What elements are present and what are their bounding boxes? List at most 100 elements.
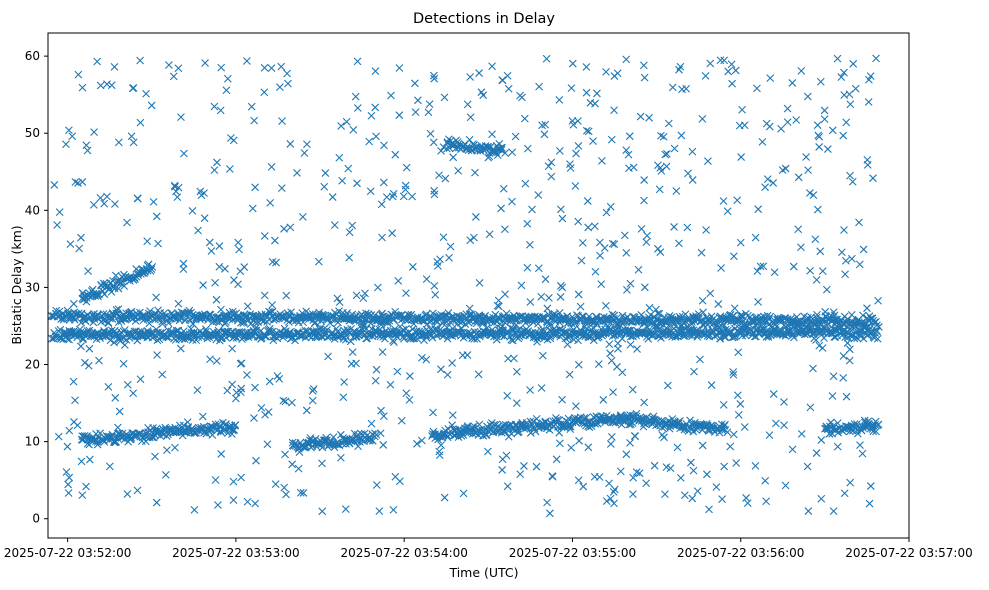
clutter-point: [454, 143, 463, 152]
clutter-point: [855, 218, 863, 227]
clutter-point: [251, 383, 259, 392]
clutter-point: [512, 399, 521, 407]
clutter-point: [753, 267, 762, 275]
clutter-point: [501, 149, 510, 157]
clutter-point: [422, 275, 431, 284]
clutter-point: [657, 131, 665, 140]
clutter-point: [623, 286, 631, 294]
clutter-point: [96, 81, 105, 90]
clutter-point: [265, 377, 274, 386]
clutter-point: [250, 116, 259, 125]
clutter-point: [215, 262, 224, 271]
clutter-point: [753, 315, 762, 324]
clutter-point: [845, 345, 854, 354]
clutter-point: [399, 192, 408, 201]
clutter-point: [682, 84, 691, 93]
clutter-point: [299, 489, 308, 497]
clutter-point: [501, 290, 509, 299]
clutter-point: [65, 335, 73, 344]
clutter-point: [179, 265, 188, 274]
clutter-point: [720, 56, 729, 65]
clutter-point: [467, 331, 476, 339]
clutter-point: [508, 197, 516, 206]
clutter-point: [605, 479, 613, 488]
track-2-point: [144, 260, 153, 269]
clutter-point: [629, 163, 638, 172]
clutter-point: [223, 74, 232, 83]
track-8-point: [864, 419, 873, 428]
x-tick-label: 2025-07-22 03:56:00: [677, 546, 804, 560]
clutter-point: [610, 499, 618, 508]
clutter-point: [215, 242, 224, 250]
clutter-point: [267, 163, 276, 171]
clutter-point: [512, 421, 521, 430]
clutter-point: [263, 440, 272, 449]
clutter-point: [559, 315, 568, 323]
clutter-point: [324, 352, 332, 361]
clutter-point: [614, 317, 623, 326]
clutter-point: [110, 436, 119, 445]
clutter-point: [128, 84, 137, 93]
clutter-point: [520, 114, 529, 123]
clutter-point: [217, 63, 226, 72]
track-3-point: [110, 438, 119, 447]
clutter-point: [445, 253, 453, 262]
clutter-point: [211, 278, 219, 287]
clutter-point: [429, 71, 438, 80]
clutter-point: [829, 308, 838, 316]
clutter-point: [293, 168, 301, 177]
clutter-point: [656, 248, 665, 257]
clutter-point: [690, 367, 698, 376]
clutter-point: [161, 470, 170, 479]
clutter-point: [302, 406, 311, 415]
track-1-point: [741, 322, 749, 331]
clutter-point: [121, 315, 130, 324]
clutter-point: [111, 271, 120, 280]
track-8-point: [874, 420, 883, 429]
clutter-point: [688, 176, 697, 184]
clutter-point: [698, 296, 707, 305]
clutter-point: [753, 84, 761, 93]
clutter-point: [379, 412, 388, 420]
clutter-point: [74, 70, 83, 79]
x-tick-label: 2025-07-22 03:52:00: [4, 546, 131, 560]
clutter-point: [640, 196, 648, 205]
clutter-point: [574, 360, 583, 369]
clutter-point: [414, 96, 422, 105]
x-tick-label: 2025-07-22 03:54:00: [340, 546, 467, 560]
clutter-point: [439, 233, 448, 242]
clutter-point: [556, 205, 565, 214]
clutter-point: [372, 481, 381, 489]
clutter-point: [842, 118, 851, 127]
clutter-point: [811, 235, 820, 244]
clutter-point: [390, 338, 398, 347]
clutter-point: [675, 65, 683, 74]
clutter-point: [660, 433, 668, 442]
x-axis: 2025-07-22 03:52:00 2025-07-22 03:53:00 20…: [4, 538, 973, 560]
clutter-point: [85, 344, 94, 353]
track-2-point: [94, 292, 103, 301]
track-6-point: [691, 418, 699, 427]
clutter-point: [805, 189, 814, 197]
clutter-point: [537, 292, 546, 301]
clutter-point: [468, 429, 477, 438]
clutter-point: [730, 304, 739, 313]
y-tick-label: 10: [25, 435, 40, 449]
clutter-point: [840, 489, 849, 498]
track-2-point: [148, 263, 157, 271]
clutter-point: [684, 169, 692, 178]
track-1-point: [79, 335, 87, 344]
track-0-point: [94, 314, 103, 323]
clutter-point: [596, 251, 604, 260]
track-1-point: [651, 321, 660, 330]
clutter-point: [463, 100, 472, 109]
clutter-point: [188, 320, 197, 328]
clutter-point: [734, 410, 743, 419]
clutter-point: [65, 473, 74, 482]
clutter-point: [765, 431, 774, 440]
clutter-point: [435, 171, 443, 180]
clutter-point: [136, 375, 145, 384]
clutter-point: [766, 74, 775, 83]
track-1-point: [354, 328, 363, 337]
track-5-point: [476, 427, 485, 436]
